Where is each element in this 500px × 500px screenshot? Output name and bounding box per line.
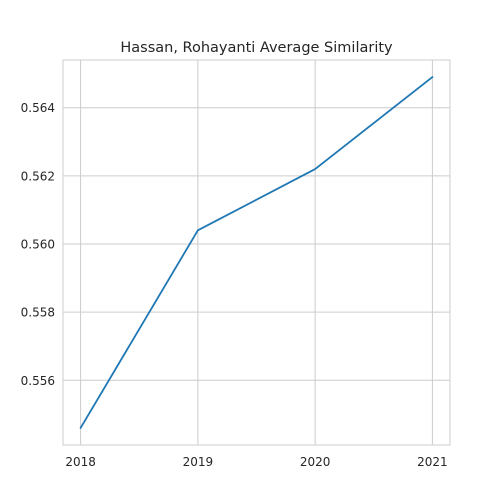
y-tick-label: 0.560 [21, 237, 55, 251]
y-tick-label: 0.558 [21, 306, 55, 320]
x-tick-label: 2018 [65, 455, 96, 469]
y-tick-label: 0.562 [21, 169, 55, 183]
series-layer [79, 76, 434, 429]
y-tick-label: 0.556 [21, 374, 55, 388]
x-tick-label: 2019 [183, 455, 214, 469]
y-tick-label: 0.564 [21, 101, 55, 115]
chart-title: Hassan, Rohayanti Average Similarity [120, 40, 393, 56]
x-tick-label: 2020 [300, 455, 331, 469]
grid-layer [63, 60, 450, 445]
series-line [79, 76, 434, 429]
x-tick-label: 2021 [417, 455, 448, 469]
tick-labels: 2018 2019 2020 2021 0.556 0.558 0.560 0.562 0.56… [21, 101, 448, 469]
axes-layer [62, 59, 451, 446]
plot-frame [62, 59, 451, 446]
